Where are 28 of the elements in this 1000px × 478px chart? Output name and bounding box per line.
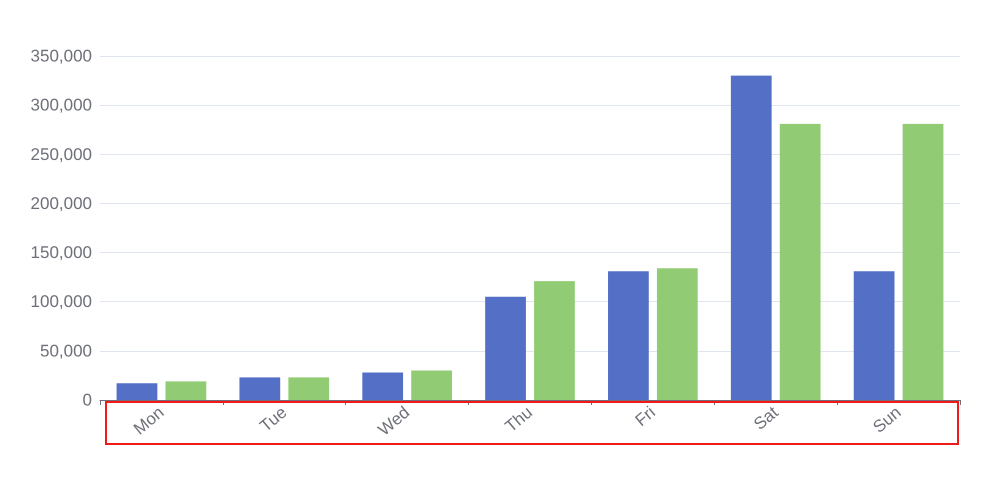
y-tick-label: 0	[82, 390, 92, 410]
x-tick-label: Thu	[501, 402, 536, 436]
bar	[534, 281, 575, 400]
y-tick-label: 200,000	[30, 194, 92, 213]
y-tick-label: 350,000	[30, 46, 92, 66]
y-tick-label: 150,000	[30, 243, 92, 262]
bar	[362, 372, 404, 400]
x-tick-label: Tue	[256, 402, 290, 436]
bar	[780, 124, 821, 400]
x-tick-label: Sun	[869, 402, 905, 437]
bar	[288, 377, 330, 400]
bar	[166, 381, 206, 400]
bar	[485, 296, 526, 400]
x-tick-label: Mon	[130, 402, 168, 439]
bar	[239, 377, 280, 400]
bar	[902, 124, 944, 400]
bar	[656, 268, 698, 400]
bar	[854, 271, 894, 400]
y-tick-label: 100,000	[30, 292, 92, 312]
y-tick-label: 50,000	[40, 341, 92, 360]
bar	[608, 271, 649, 400]
bar	[411, 370, 452, 400]
bar	[116, 383, 158, 400]
x-tick-label: Fri	[632, 402, 659, 430]
y-tick-label: 300,000	[30, 96, 92, 115]
bar	[730, 76, 772, 400]
x-tick-label: Sat	[750, 402, 782, 434]
y-tick-label: 250,000	[30, 144, 92, 164]
